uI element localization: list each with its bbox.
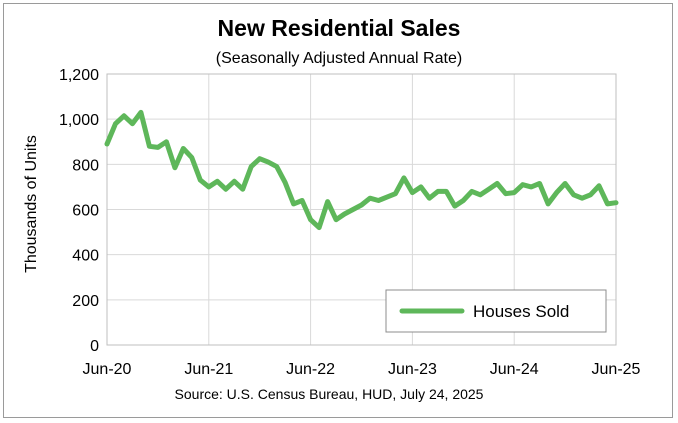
y-tick-label: 0 [90, 338, 99, 355]
y-tick-label: 400 [72, 248, 99, 265]
series-line-houses-sold [104, 109, 619, 231]
x-tick-label: Jun-25 [592, 361, 641, 378]
plot-area [106, 73, 617, 346]
x-tick-label: Jun-23 [388, 361, 437, 378]
x-tick-label: Jun-24 [490, 361, 539, 378]
x-tick-label: Jun-20 [83, 361, 132, 378]
source-note: Source: U.S. Census Bureau, HUD, July 24… [175, 386, 484, 402]
y-tick-label: 1,200 [59, 67, 99, 84]
y-tick-label: 200 [72, 293, 99, 310]
line-chart: New Residential Sales (Seasonally Adjust… [23, 15, 641, 402]
x-tick-label: Jun-22 [286, 361, 335, 378]
legend-label-houses-sold: Houses Sold [473, 302, 569, 321]
y-tick-label: 1,000 [59, 112, 99, 129]
y-axis-ticks: 0 200 400 600 800 1,000 1,200 [59, 67, 99, 355]
x-tick-label: Jun-21 [184, 361, 233, 378]
chart-frame: New Residential Sales (Seasonally Adjust… [3, 3, 673, 418]
y-tick-label: 800 [72, 157, 99, 174]
y-tick-label: 600 [72, 203, 99, 220]
chart-subtitle: (Seasonally Adjusted Annual Rate) [216, 50, 462, 67]
x-axis-ticks: Jun-20 Jun-21 Jun-22 Jun-23 Jun-24 Jun-25 [83, 361, 641, 378]
legend: Houses Sold [385, 289, 607, 333]
y-axis-label: Thousands of Units [23, 135, 40, 273]
chart-title: New Residential Sales [218, 15, 461, 41]
